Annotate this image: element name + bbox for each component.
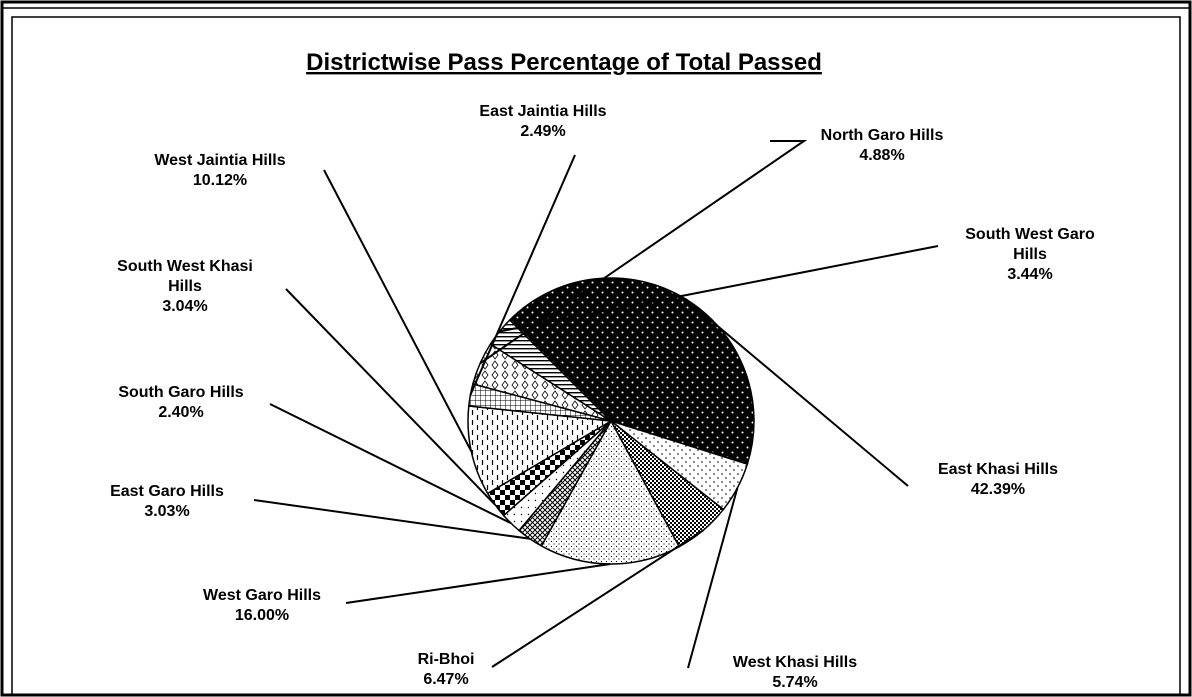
leader-line	[687, 487, 739, 669]
slice-name-label: Ri-Bhoi	[418, 651, 475, 668]
leader-line	[499, 245, 939, 333]
slice-name-label: West Garo Hills	[203, 587, 321, 604]
slice-name-label: East Khasi Hills	[938, 461, 1058, 478]
slice-name-label: East Jaintia Hills	[479, 103, 606, 120]
slice-name-label: South West Garo	[965, 226, 1095, 243]
slice-name-label: Hills	[168, 278, 202, 295]
pie-slices	[467, 277, 755, 565]
slice-percent-label: 16.00%	[235, 607, 289, 624]
slice-percent-label: 2.40%	[158, 404, 203, 421]
leader-line	[323, 169, 473, 452]
slice-percent-label: 42.39%	[971, 481, 1025, 498]
leader-line	[479, 140, 808, 365]
chart-border	[11, 16, 1181, 696]
leader-line	[469, 154, 576, 396]
slice-percent-label: 3.03%	[144, 503, 189, 520]
slice-name-label: North Garo Hills	[821, 127, 944, 144]
slice-name-label: South West Khasi	[117, 258, 253, 275]
slice-percent-label: 6.47%	[423, 671, 468, 688]
slice-percent-label: 2.49%	[520, 123, 565, 140]
slice-labels: North Garo Hills 4.88% South West Garo Hill…	[110, 103, 1095, 691]
slice-name-label: East Garo Hills	[110, 483, 224, 500]
slice-percent-label: 10.12%	[193, 172, 247, 189]
leader-line	[491, 529, 704, 668]
slice-percent-label: 3.44%	[1007, 266, 1052, 283]
chart-title: Districtwise Pass Percentage of Total Pa…	[306, 49, 822, 76]
slice-name-label: Hills	[1013, 246, 1047, 263]
leader-lines	[253, 140, 939, 669]
slice-name-label: West Jaintia Hills	[154, 152, 285, 169]
slice-percent-label: 4.88%	[859, 147, 904, 164]
leader-line	[253, 499, 531, 540]
slice-name-label: South Garo Hills	[118, 384, 243, 401]
slice-name-label: West Khasi Hills	[733, 654, 857, 671]
slice-percent-label: 5.74%	[772, 674, 817, 691]
leader-line	[285, 288, 496, 506]
slice-percent-label: 3.04%	[162, 298, 207, 315]
leader-line	[269, 403, 512, 525]
leader-line	[684, 297, 909, 487]
leader-line	[345, 563, 611, 604]
